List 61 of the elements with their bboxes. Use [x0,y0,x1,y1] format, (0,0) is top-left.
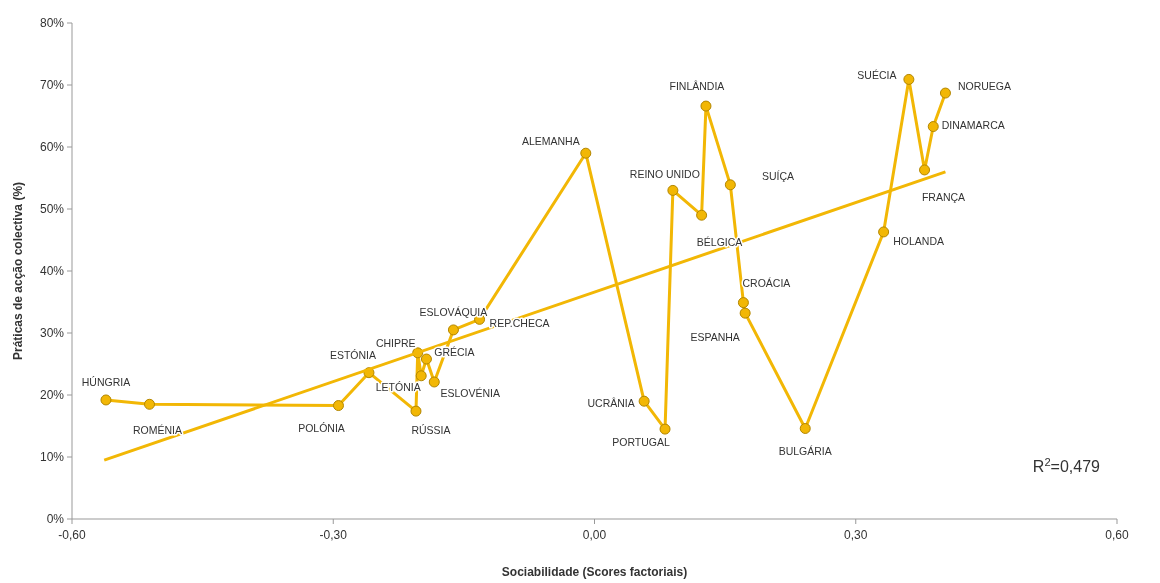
point [919,164,931,176]
annotation: POLÓNIA [298,421,345,434]
point [737,297,749,309]
point [332,400,344,412]
point [939,87,951,99]
x-tick-label: 0,00 [582,528,607,542]
y-tick-label: 0% [46,512,65,526]
point [100,394,112,406]
annotation: ESLOVÉNIA [440,386,501,399]
annotation: FRANÇA [921,190,966,203]
point [799,422,811,434]
point [927,121,939,133]
point [638,395,650,407]
annotation: REINO UNIDO [629,168,700,181]
annotation: ESPANHA [690,331,740,344]
point [410,405,422,417]
y-tick-label: 70% [39,78,65,92]
annotation: R$^{2}$=0,479 [1032,456,1101,475]
annotation: CROÁCIA [742,276,791,289]
point [659,423,671,435]
y-tick-label: 80% [39,16,65,30]
y-tick-label: 50% [39,202,65,216]
x-tick-label: 0,60 [1105,528,1129,542]
annotation: UCRÂNIA [587,397,635,410]
y-axis-title: Práticas de acção colectiva (%) [11,181,25,361]
point [903,73,915,85]
annotation: NORUEGA [957,80,1011,93]
annotation: DINAMARCA [941,118,1005,131]
point [878,226,890,238]
annotation: ROMÉNIA [133,424,183,437]
annotation: ESTÓNIA [329,348,376,361]
point [724,179,736,191]
annotation: HÚNGRIA [81,375,131,388]
x-tick-label: -0,30 [319,528,348,542]
y-tick-label: 40% [39,264,65,278]
point [420,353,432,365]
point [415,370,427,382]
annotation: BULGÁRIA [778,445,832,458]
point [696,209,708,221]
x-tick-label: -0,60 [58,528,86,542]
annotation: SUÉCIA [857,69,897,82]
annotation: SUÍÇA [761,170,795,182]
x-tick-label: 0,30 [844,528,868,542]
point [700,100,712,112]
annotation: RÚSSIA [411,424,451,437]
annotation: ALEMANHA [521,135,580,148]
y-tick-label: 60% [39,140,65,154]
point [428,376,440,388]
point [447,324,459,336]
annotation: HOLANDA [893,234,944,247]
y-tick-label: 30% [39,326,65,340]
annotation: FINLÂNDIA [669,80,725,93]
y-tick-label: 10% [39,450,65,464]
annotation: PORTUGAL [612,436,670,449]
y-tick-label: 20% [39,388,65,402]
point [144,398,155,410]
point [739,307,751,319]
annotation: CHIPRE [375,336,416,349]
x-axis-title: Sociabilidade (Scores factoriais) [501,565,688,579]
point [667,184,679,196]
point [580,147,592,159]
